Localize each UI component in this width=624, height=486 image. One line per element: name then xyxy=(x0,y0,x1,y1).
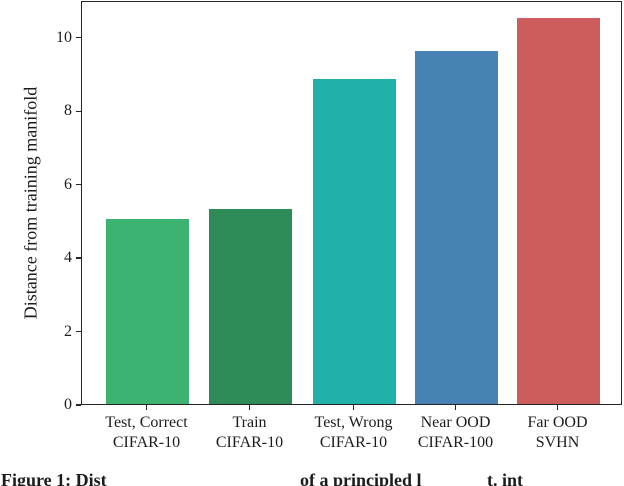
y-tick-label-8: 8 xyxy=(64,102,72,120)
x-tick-mark xyxy=(454,405,457,410)
x-tick-label-line2: SVHN xyxy=(535,434,580,451)
y-tick-mark xyxy=(76,330,81,333)
bar-far-ood-svhn xyxy=(517,18,600,404)
x-tick-label-test-correct-cifar-10: Test, Correct CIFAR-10 xyxy=(82,413,212,453)
y-tick-mark xyxy=(76,183,81,186)
x-tick-label-line1: Train xyxy=(232,414,267,431)
x-tick-label-line2: CIFAR-10 xyxy=(319,434,388,451)
x-tick-label-line2: CIFAR-10 xyxy=(112,434,181,451)
bar-near-ood-cifar-100 xyxy=(415,51,498,404)
y-tick-mark xyxy=(76,404,81,406)
x-tick-label-test-wrong-cifar-10: Test, Wrong CIFAR-10 xyxy=(289,413,419,453)
x-tick-label-train-cifar-10: Train CIFAR-10 xyxy=(185,413,315,453)
x-tick-label-line1: Test, Wrong xyxy=(314,414,393,431)
figure-caption: Figure 1: Dist of a principled l t. int xyxy=(0,468,624,486)
x-tick-label-line1: Far OOD xyxy=(527,414,588,431)
y-axis-label: Distance from training manifold xyxy=(20,86,41,320)
x-tick-label-line1: Near OOD xyxy=(420,414,491,431)
plot-area xyxy=(81,1,622,405)
y-tick-label-4: 4 xyxy=(64,249,72,267)
y-tick-label-10: 10 xyxy=(56,28,72,46)
bar-train-cifar-10 xyxy=(209,209,292,404)
x-tick-label-line1: Test, Correct xyxy=(105,414,188,431)
caption-fragment-2: of a principled l xyxy=(300,470,422,486)
x-tick-mark xyxy=(352,405,355,410)
x-tick-mark xyxy=(248,405,251,410)
x-tick-mark xyxy=(145,405,148,410)
x-tick-label-line2: CIFAR-100 xyxy=(417,434,494,451)
x-tick-label-near-ood-cifar-100: Near OOD CIFAR-100 xyxy=(391,413,521,453)
y-tick-label-6: 6 xyxy=(64,175,72,193)
y-tick-label-2: 2 xyxy=(64,322,72,340)
y-tick-mark xyxy=(76,110,81,112)
caption-fragment-1: Figure 1: Dist xyxy=(1,470,107,486)
x-tick-label-line2: CIFAR-10 xyxy=(215,434,284,451)
caption-fragment-3: t. int xyxy=(487,470,523,486)
y-tick-mark xyxy=(76,257,81,259)
x-tick-mark xyxy=(556,405,559,410)
bar-test-correct-cifar-10 xyxy=(106,218,189,404)
x-tick-label-far-ood-svhn: Far OOD SVHN xyxy=(493,413,623,453)
bar-test-wrong-cifar-10 xyxy=(313,79,396,404)
y-tick-mark xyxy=(76,37,81,39)
y-tick-label-0: 0 xyxy=(64,396,72,413)
